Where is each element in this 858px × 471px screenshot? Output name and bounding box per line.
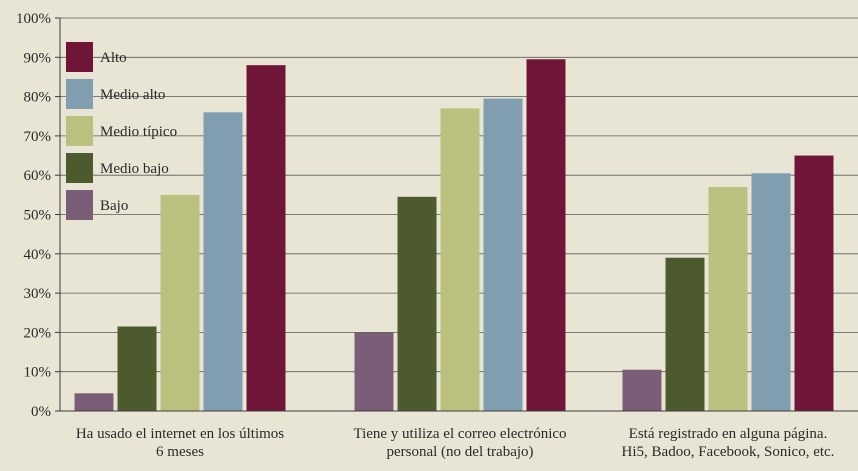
y-tick-label: 0% (31, 404, 51, 420)
x-category-label: Está registrado en alguna página. Hi5, Ba… (622, 426, 835, 460)
legend-label: Bajo (100, 198, 128, 214)
bar-alto-2 (526, 59, 566, 411)
legend-label: Medio típico (100, 124, 177, 140)
y-tick-label: 30% (24, 286, 52, 302)
bar-medio-t-pico-1 (160, 194, 200, 411)
bar-medio-bajo-2 (397, 196, 437, 411)
bar-medio-t-pico-3 (708, 186, 748, 411)
legend-label: Alto (100, 50, 127, 66)
legend-swatch (66, 79, 93, 109)
y-tick-label: 80% (24, 90, 52, 106)
y-tick-label: 100% (16, 11, 51, 27)
legend-swatch (66, 116, 93, 146)
y-tick-label: 60% (24, 168, 52, 184)
legend-label: Medio alto (100, 87, 165, 103)
bar-medio-alto-1 (203, 112, 243, 411)
bar-medio-alto-3 (751, 173, 791, 411)
bars (74, 59, 834, 411)
y-tick-label: 90% (24, 50, 52, 66)
x-axis: Ha usado el internet en los últimos 6 mes… (60, 410, 858, 460)
y-tick-label: 10% (24, 365, 52, 381)
bar-bajo-1 (74, 393, 114, 411)
bar-alto-1 (246, 65, 286, 411)
bar-medio-alto-2 (483, 98, 523, 411)
bar-alto-3 (794, 155, 834, 411)
bar-medio-t-pico-2 (440, 108, 480, 411)
bar-medio-bajo-1 (117, 326, 157, 411)
legend-swatch (66, 153, 93, 183)
bar-bajo-3 (622, 369, 662, 411)
y-tick-label: 40% (24, 247, 52, 263)
legend: Alto Medio alto Medio típico Medio bajo Bajo (66, 42, 177, 220)
bar-medio-bajo-3 (665, 257, 705, 411)
y-tick-label: 70% (24, 129, 52, 145)
bar-bajo-2 (354, 332, 394, 411)
x-category-label: Tiene y utiliza el correo electrónico per… (353, 426, 566, 460)
y-tick-label: 20% (24, 325, 52, 341)
y-tick-label: 50% (24, 208, 52, 224)
y-axis: 0% 10% 20% 30% 40% 50% 60% 70% 80% 90% 100% (16, 11, 61, 420)
legend-swatch (66, 190, 93, 220)
x-category-label: Ha usado el internet en los últimos 6 mes… (76, 426, 284, 460)
legend-swatch (66, 42, 93, 72)
legend-label: Medio bajo (100, 161, 169, 177)
